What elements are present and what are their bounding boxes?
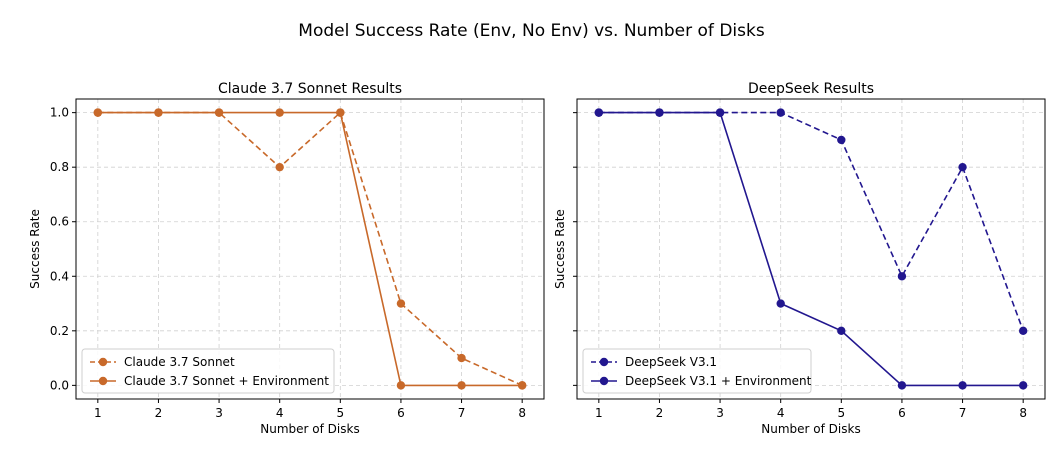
legend-marker xyxy=(599,357,609,367)
data-point xyxy=(715,108,725,117)
axes-title: DeepSeek Results xyxy=(748,81,874,97)
y-tick-label: 0.4 xyxy=(50,269,69,283)
legend-box xyxy=(582,348,812,394)
data-point xyxy=(958,381,967,390)
legend-marker xyxy=(98,357,108,367)
data-point xyxy=(837,135,846,145)
x-tick-label: 1 xyxy=(595,406,603,420)
data-point xyxy=(457,353,466,363)
data-point xyxy=(214,108,224,117)
figure-title: Model Success Rate (Env, No Env) vs. Num… xyxy=(298,21,765,41)
legend: DeepSeek V3.1 DeepSeek V3.1 + Environment xyxy=(582,348,812,394)
data-point xyxy=(1018,381,1028,390)
data-point xyxy=(776,108,785,117)
x-axis-label: Number of Disks xyxy=(260,422,359,436)
data-point xyxy=(958,162,967,172)
data-point xyxy=(897,381,907,390)
x-axis-label: Number of Disks xyxy=(761,422,860,436)
data-point xyxy=(396,299,406,308)
x-tick-label: 7 xyxy=(959,406,967,420)
x-tick-label: 4 xyxy=(276,406,284,420)
series-line-2 xyxy=(97,111,523,387)
x-tick-label: 2 xyxy=(155,406,163,420)
series-line-1 xyxy=(97,111,523,387)
x-tick-label: 6 xyxy=(397,406,405,420)
y-tick-label: 0.6 xyxy=(50,215,69,229)
legend-entry-label: DeepSeek V3.1 + Environment xyxy=(625,374,812,388)
data-point xyxy=(93,108,103,117)
y-tick-label: 1.0 xyxy=(50,106,69,120)
chart-panel-2: 1 2 3 4 5 6 7 8 DeepSeek Results Number of Disks S… xyxy=(553,81,1046,436)
data-point xyxy=(336,108,345,117)
data-point xyxy=(517,381,527,390)
x-tick-label: 6 xyxy=(898,406,906,420)
chart-panel-1: 1 2 3 4 5 6 7 8 0.0 0.2 0.4 0.6 0.8 1.0 Claude 3.7 Son… xyxy=(28,81,545,436)
axes-frame xyxy=(75,98,545,400)
x-tick-label: 8 xyxy=(1019,406,1027,420)
data-point xyxy=(396,381,406,390)
x-tick-label: 5 xyxy=(837,406,845,420)
legend: Claude 3.7 Sonnet Claude 3.7 Sonnet + Env… xyxy=(81,348,335,394)
y-tick-label: 0.0 xyxy=(50,378,69,392)
data-point xyxy=(655,108,664,117)
legend-marker xyxy=(599,376,609,386)
x-tick-label: 5 xyxy=(336,406,344,420)
x-tick-label: 3 xyxy=(716,406,724,420)
data-point xyxy=(275,108,284,117)
data-point xyxy=(897,272,907,281)
y-tick-label: 0.8 xyxy=(50,160,69,174)
legend-entry-label: DeepSeek V3.1 xyxy=(625,355,717,369)
y-tick-label: 0.2 xyxy=(50,324,69,338)
axes-frame xyxy=(576,98,1046,400)
x-tick-label: 4 xyxy=(777,406,785,420)
y-axis-label: Success Rate xyxy=(28,209,42,289)
x-tick-label: 1 xyxy=(94,406,102,420)
data-point xyxy=(1018,326,1028,336)
legend-entry-label: Claude 3.7 Sonnet xyxy=(124,355,235,369)
data-point xyxy=(154,108,163,117)
series-line-2 xyxy=(598,111,1024,387)
x-tick-label: 8 xyxy=(518,406,526,420)
data-point xyxy=(457,381,466,390)
legend-box xyxy=(81,348,335,394)
legend-entry-label: Claude 3.7 Sonnet + Environment xyxy=(124,374,329,388)
data-point xyxy=(837,326,846,336)
data-point xyxy=(594,108,604,117)
x-tick-label: 3 xyxy=(215,406,223,420)
x-tick-label: 2 xyxy=(656,406,664,420)
legend-marker xyxy=(98,376,108,386)
data-point xyxy=(776,299,785,308)
axes-title: Claude 3.7 Sonnet Results xyxy=(218,81,402,97)
x-tick-label: 7 xyxy=(458,406,466,420)
data-point xyxy=(275,162,284,172)
y-axis-label: Success Rate xyxy=(553,209,567,289)
